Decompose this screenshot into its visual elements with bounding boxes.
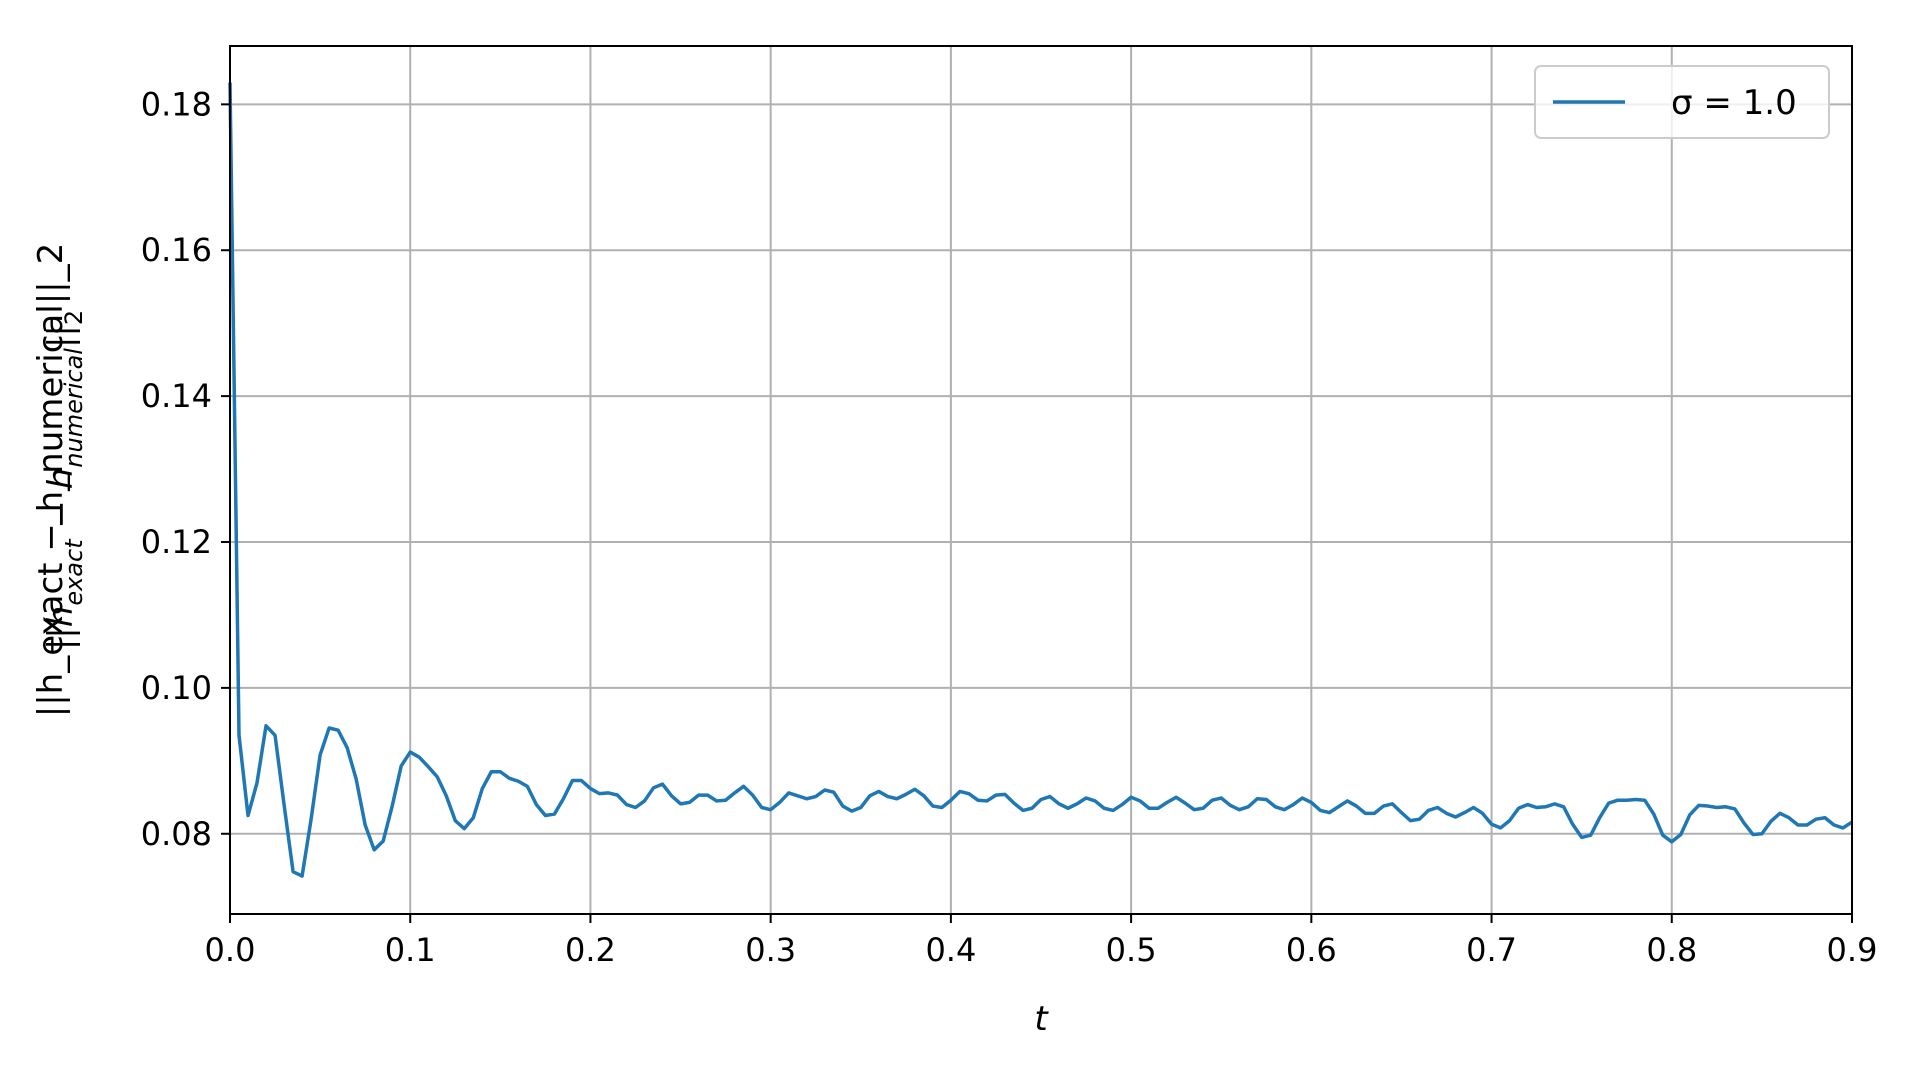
x-tick-label: 0.8 <box>1646 931 1697 969</box>
x-tick-label: 0.0 <box>205 931 256 969</box>
y-tick-label: 0.12 <box>141 523 212 561</box>
y-tick-label: 0.14 <box>141 377 212 415</box>
x-tick-label: 0.1 <box>385 931 436 969</box>
x-tick-label: 0.9 <box>1827 931 1878 969</box>
legend: σ = 1.0 <box>1535 66 1829 138</box>
x-tick-label: 0.5 <box>1106 931 1157 969</box>
x-tick-label: 0.3 <box>745 931 796 969</box>
y-tick-label: 0.18 <box>141 85 212 123</box>
x-tick-label: 0.4 <box>925 931 976 969</box>
y-tick-label: 0.10 <box>141 669 212 707</box>
x-tick-label: 0.2 <box>565 931 616 969</box>
x-axis-label: t <box>1034 999 1049 1039</box>
x-tick-label: 0.7 <box>1466 931 1517 969</box>
y-tick-label: 0.08 <box>141 815 212 853</box>
legend-entry-label: σ = 1.0 <box>1671 83 1797 123</box>
y-tick-label: 0.16 <box>141 231 212 269</box>
x-tick-label: 0.6 <box>1286 931 1337 969</box>
